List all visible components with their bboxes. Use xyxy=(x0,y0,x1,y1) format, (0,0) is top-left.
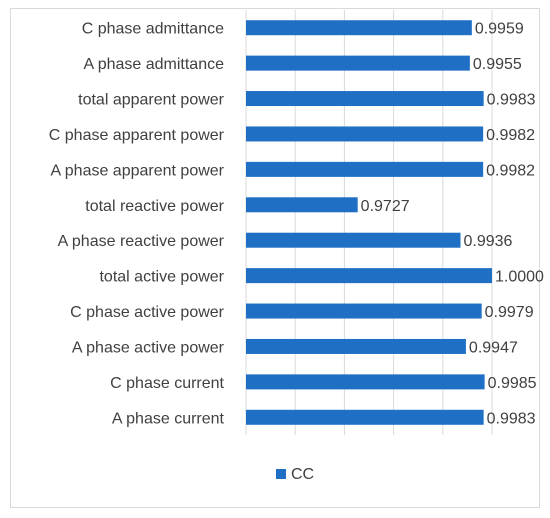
category-label: C phase apparent power xyxy=(49,127,225,144)
category-label: A phase apparent power xyxy=(51,162,225,179)
data-label: 1.0000 xyxy=(495,269,544,286)
data-label: 0.9982 xyxy=(486,162,535,179)
data-label: 0.9979 xyxy=(485,304,534,321)
bar xyxy=(246,303,482,319)
category-label: total apparent power xyxy=(78,92,225,109)
data-label: 0.9959 xyxy=(475,21,524,38)
data-label: 0.9955 xyxy=(473,56,522,73)
legend-swatch xyxy=(276,469,286,479)
data-label: 0.9936 xyxy=(464,233,513,250)
data-label: 0.9983 xyxy=(487,410,536,427)
category-label: total active power xyxy=(99,269,224,286)
bar xyxy=(246,91,484,107)
bar xyxy=(246,338,466,354)
category-label: total reactive power xyxy=(85,198,224,215)
data-label: 0.9982 xyxy=(486,127,535,144)
category-label: A phase active power xyxy=(72,339,225,356)
bar xyxy=(246,409,484,425)
bar xyxy=(246,161,484,177)
bar xyxy=(246,374,485,390)
bar xyxy=(246,268,492,284)
category-label: A phase reactive power xyxy=(58,233,225,250)
category-label: C phase active power xyxy=(70,304,225,321)
legend-label: CC xyxy=(291,466,314,483)
data-label: 0.9727 xyxy=(361,198,410,215)
category-label: A phase admittance xyxy=(83,56,224,73)
bar xyxy=(246,20,472,36)
data-label: 0.9947 xyxy=(469,339,518,356)
data-label: 0.9983 xyxy=(487,92,536,109)
bar xyxy=(246,126,484,142)
data-label: 0.9985 xyxy=(488,375,537,392)
category-label: A phase current xyxy=(112,410,225,427)
bar xyxy=(246,55,470,71)
category-label: C phase current xyxy=(110,375,224,392)
category-label: C phase admittance xyxy=(82,21,224,38)
bar xyxy=(246,232,461,248)
bar xyxy=(246,197,358,213)
